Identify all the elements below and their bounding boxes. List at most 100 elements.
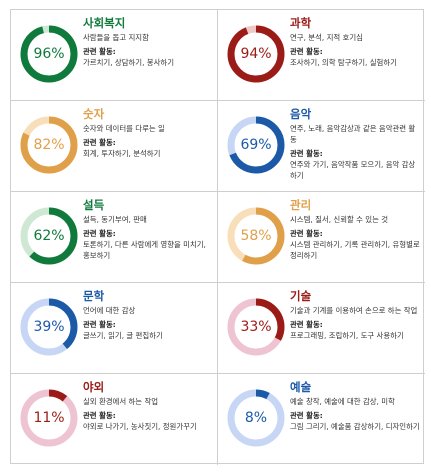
percent-label: 96% bbox=[33, 46, 65, 62]
donut-chart bbox=[20, 389, 78, 447]
interest-title: 기술 bbox=[290, 289, 312, 303]
donut-chart bbox=[227, 25, 285, 83]
related-activities: 연주와 가기, 음악작품 모으기, 음악 감상하기 bbox=[290, 160, 416, 180]
percent-donut: 94% bbox=[226, 24, 286, 84]
donut-chart bbox=[227, 298, 285, 356]
percent-label: 69% bbox=[240, 137, 272, 153]
donut-arc bbox=[20, 207, 78, 265]
interest-description: 연주, 노래, 음악감상과 같은 음악관련 활동 bbox=[290, 124, 416, 144]
donut-chart bbox=[20, 116, 78, 174]
percent-donut: 8% bbox=[226, 388, 286, 448]
interest-title: 예술 bbox=[290, 380, 312, 394]
interest-card-social-welfare: 96% 사회복지 사람들을 돕고 지지함 관련 활동: 가르치기, 상담하기, … bbox=[11, 10, 218, 101]
interest-description: 시스템, 질서, 신뢰할 수 있는 것 bbox=[290, 215, 389, 224]
interest-card-persuasion: 62% 설득 설득, 동기부여, 판매 관련 활동: 토론하기, 다른 사람에게… bbox=[11, 192, 218, 283]
percent-donut: 69% bbox=[226, 115, 286, 175]
interest-info: 숫자 숫자와 데이터를 다루는 일 관련 활동: 회계, 투자하기, 분석하기 bbox=[83, 107, 213, 159]
interest-info: 야외 실외 환경에서 하는 작업 관련 활동: 야외로 나가기, 농사짓기, 정… bbox=[83, 380, 213, 432]
interest-title: 사회복지 bbox=[83, 16, 126, 30]
interest-card-management: 58% 관리 시스템, 질서, 신뢰할 수 있는 것 관련 활동: 시스템 관리… bbox=[218, 192, 425, 283]
interest-grid: 96% 사회복지 사람들을 돕고 지지함 관련 활동: 가르치기, 상담하기, … bbox=[10, 9, 425, 465]
related-activities-label: 관련 활동: bbox=[83, 138, 116, 147]
percent-label: 94% bbox=[240, 46, 272, 62]
donut-chart bbox=[227, 116, 285, 174]
interest-info: 과학 연구, 분석, 지적 호기심 관련 활동: 조사하기, 의학 탐구하기, … bbox=[290, 16, 421, 68]
interest-title: 야외 bbox=[83, 380, 105, 394]
related-activities: 토론하기, 다른 사람에게 영향을 미치기, 홍보하기 bbox=[83, 240, 206, 260]
related-activities: 시스템 관리하기, 기록 관리하기, 유형별로 정리하기 bbox=[290, 240, 420, 260]
related-activities-label: 관련 활동: bbox=[83, 320, 116, 329]
interest-card-numbers: 82% 숫자 숫자와 데이터를 다루는 일 관련 활동: 회계, 투자하기, 분… bbox=[11, 101, 218, 192]
interest-info: 문학 언어에 대한 감상 관련 활동: 글쓰기, 읽기, 글 편집하기 bbox=[83, 289, 213, 341]
donut-arc bbox=[227, 25, 285, 83]
donut-arc bbox=[20, 389, 78, 447]
percent-donut: 33% bbox=[226, 297, 286, 357]
percent-label: 82% bbox=[33, 137, 65, 153]
interest-title: 설득 bbox=[83, 198, 105, 212]
percent-donut: 96% bbox=[19, 24, 79, 84]
interest-title: 음악 bbox=[290, 107, 312, 121]
donut-arc bbox=[227, 298, 285, 356]
related-activities-label: 관련 활동: bbox=[290, 411, 323, 420]
related-activities-label: 관련 활동: bbox=[290, 149, 323, 158]
related-activities-label: 관련 활동: bbox=[290, 229, 323, 238]
interest-info: 관리 시스템, 질서, 신뢰할 수 있는 것 관련 활동: 시스템 관리하기, … bbox=[290, 198, 421, 261]
related-activities: 프로그래밍, 조립하기, 도구 사용하기 bbox=[290, 331, 404, 340]
related-activities-label: 관련 활동: bbox=[83, 229, 116, 238]
percent-donut: 11% bbox=[19, 388, 79, 448]
percent-donut: 58% bbox=[226, 206, 286, 266]
interest-card-outdoor: 11% 야외 실외 환경에서 하는 작업 관련 활동: 야외로 나가기, 농사짓… bbox=[11, 374, 218, 465]
interest-description: 숫자와 데이터를 다루는 일 bbox=[83, 124, 165, 133]
interest-title: 문학 bbox=[83, 289, 105, 303]
interest-info: 설득 설득, 동기부여, 판매 관련 활동: 토론하기, 다른 사람에게 영향을… bbox=[83, 198, 213, 261]
percent-label: 8% bbox=[244, 410, 268, 426]
related-activities: 조사하기, 의학 탐구하기, 실험하기 bbox=[290, 58, 397, 67]
related-activities-label: 관련 활동: bbox=[83, 47, 116, 56]
related-activities: 그림 그리기, 예술품 감상하기, 디자인하기 bbox=[290, 422, 420, 431]
related-activities: 야외로 나가기, 농사짓기, 정원가꾸기 bbox=[83, 422, 197, 431]
related-activities: 가르치기, 상담하기, 봉사하기 bbox=[83, 58, 174, 67]
interest-description: 설득, 동기부여, 판매 bbox=[83, 215, 147, 224]
donut-arc bbox=[227, 389, 285, 447]
interest-description: 실외 환경에서 하는 작업 bbox=[83, 397, 159, 406]
donut-arc bbox=[20, 25, 78, 83]
percent-donut: 39% bbox=[19, 297, 79, 357]
percent-label: 33% bbox=[240, 319, 272, 335]
interest-card-art: 8% 예술 예술 창작, 예술에 대한 감상, 미학 관련 활동: 그림 그리기… bbox=[218, 374, 425, 465]
related-activities-label: 관련 활동: bbox=[290, 47, 323, 56]
interest-card-music: 69% 음악 연주, 노래, 음악감상과 같은 음악관련 활동 관련 활동: 연… bbox=[218, 101, 425, 192]
interest-card-technology: 33% 기술 기술과 기계를 이용하여 손으로 하는 작업 관련 활동: 프로그… bbox=[218, 283, 425, 374]
percent-label: 39% bbox=[33, 319, 65, 335]
interest-description: 예술 창작, 예술에 대한 감상, 미학 bbox=[290, 397, 395, 406]
related-activities-label: 관련 활동: bbox=[83, 411, 116, 420]
donut-arc bbox=[227, 207, 285, 265]
interest-title: 관리 bbox=[290, 198, 312, 212]
interest-description: 연구, 분석, 지적 호기심 bbox=[290, 33, 363, 42]
percent-label: 58% bbox=[240, 228, 272, 244]
percent-donut: 82% bbox=[19, 115, 79, 175]
donut-arc bbox=[20, 298, 78, 356]
percent-donut: 62% bbox=[19, 206, 79, 266]
donut-chart bbox=[20, 207, 78, 265]
percent-label: 11% bbox=[33, 410, 65, 426]
donut-arc bbox=[20, 116, 78, 174]
related-activities: 회계, 투자하기, 분석하기 bbox=[83, 149, 161, 158]
interest-info: 음악 연주, 노래, 음악감상과 같은 음악관련 활동 관련 활동: 연주와 가… bbox=[290, 107, 421, 181]
interest-info: 예술 예술 창작, 예술에 대한 감상, 미학 관련 활동: 그림 그리기, 예… bbox=[290, 380, 421, 432]
percent-label: 62% bbox=[33, 228, 65, 244]
related-activities: 글쓰기, 읽기, 글 편집하기 bbox=[83, 331, 163, 340]
related-activities-label: 관련 활동: bbox=[290, 320, 323, 329]
donut-chart bbox=[227, 389, 285, 447]
interest-description: 기술과 기계를 이용하여 손으로 하는 작업 bbox=[290, 306, 418, 315]
interest-info: 사회복지 사람들을 돕고 지지함 관련 활동: 가르치기, 상담하기, 봉사하기 bbox=[83, 16, 213, 68]
donut-chart bbox=[20, 25, 78, 83]
donut-chart bbox=[20, 298, 78, 356]
interest-description: 사람들을 돕고 지지함 bbox=[83, 33, 149, 42]
interest-title: 숫자 bbox=[83, 107, 105, 121]
interest-title: 과학 bbox=[290, 16, 312, 30]
interest-info: 기술 기술과 기계를 이용하여 손으로 하는 작업 관련 활동: 프로그래밍, … bbox=[290, 289, 421, 341]
donut-arc bbox=[227, 116, 285, 174]
donut-chart bbox=[227, 207, 285, 265]
interest-description: 언어에 대한 감상 bbox=[83, 306, 136, 315]
interest-card-science: 94% 과학 연구, 분석, 지적 호기심 관련 활동: 조사하기, 의학 탐구… bbox=[218, 10, 425, 101]
